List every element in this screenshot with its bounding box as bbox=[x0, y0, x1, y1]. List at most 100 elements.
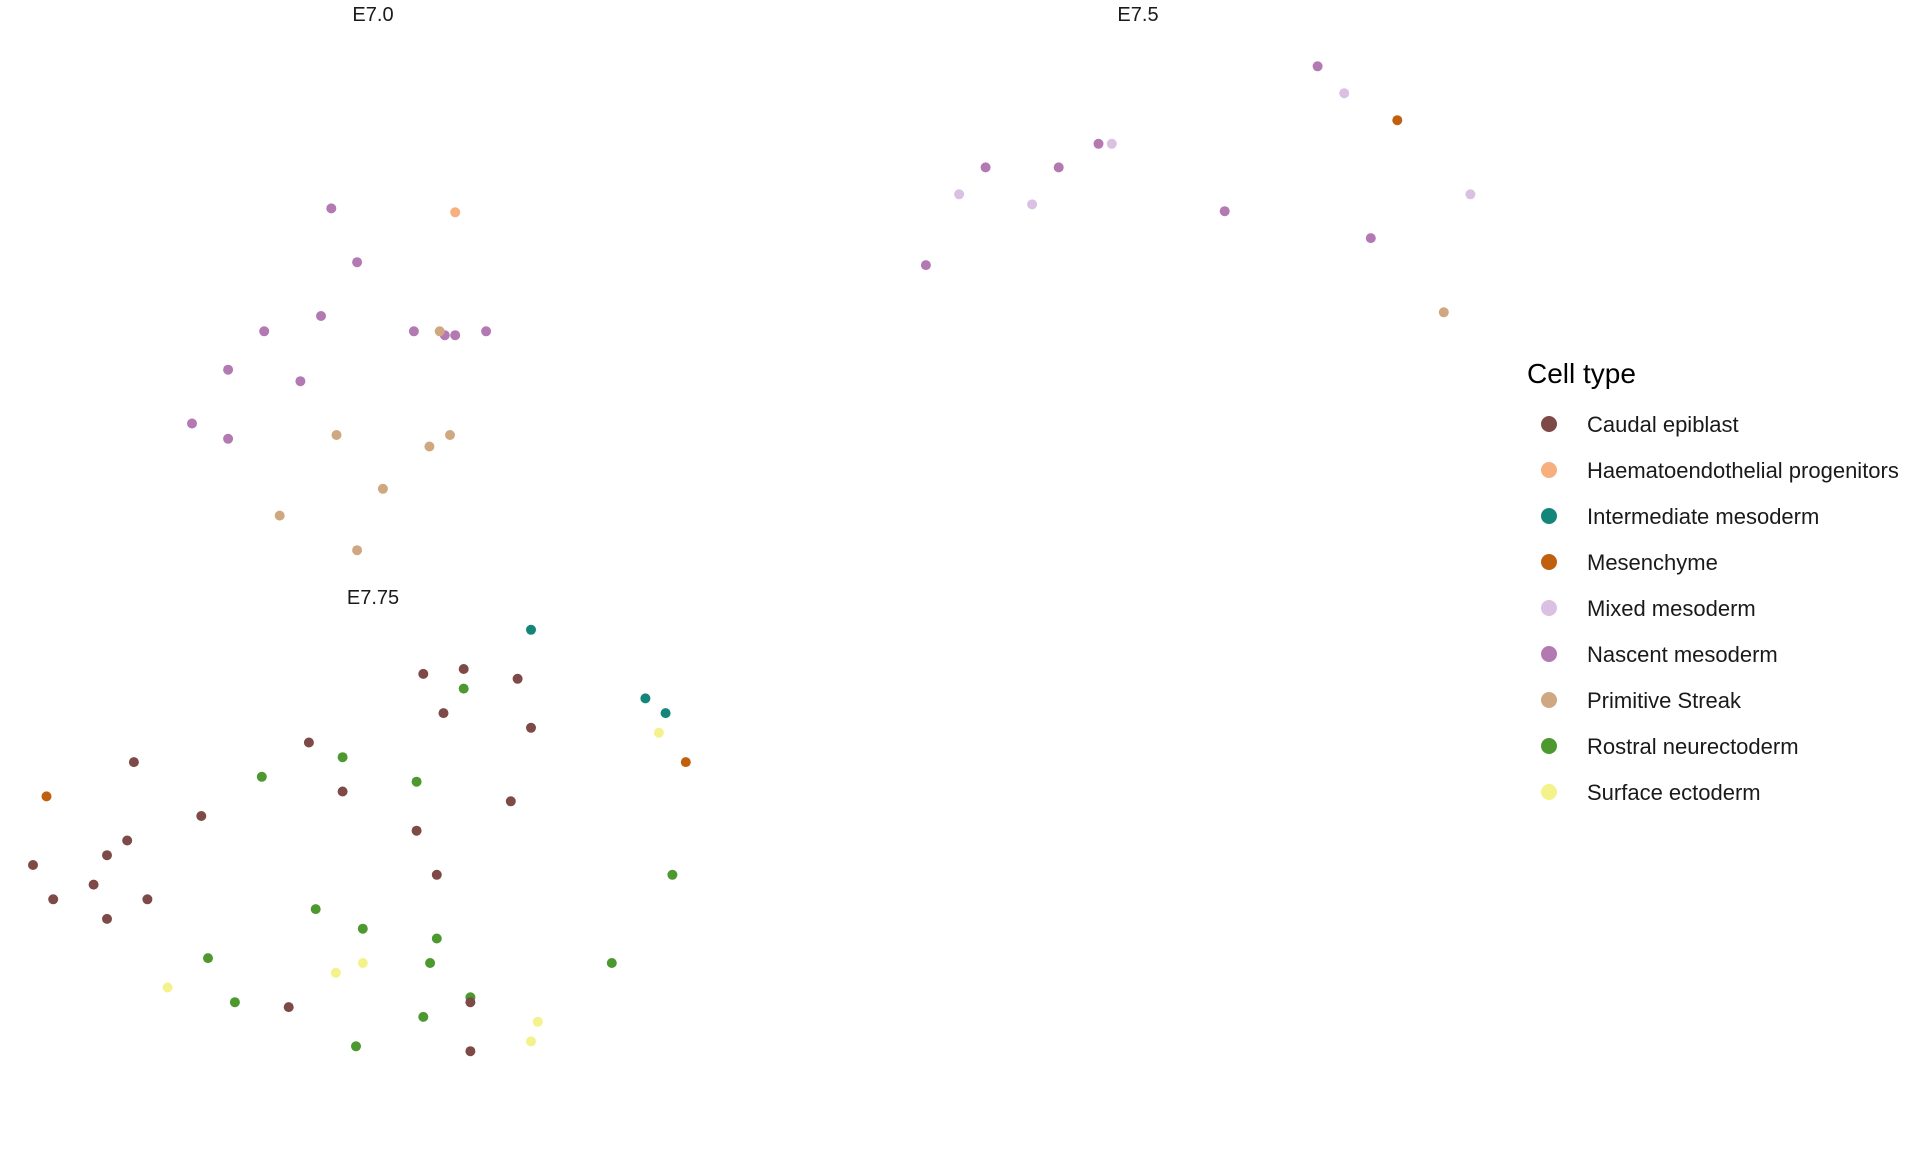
data-point bbox=[920, 260, 931, 271]
data-point bbox=[223, 364, 234, 375]
data-point bbox=[411, 825, 422, 836]
legend-label: Haematoendothelial progenitors bbox=[1587, 458, 1899, 483]
legend-item: Nascent mesoderm bbox=[1541, 642, 1778, 667]
legend-item: Intermediate mesoderm bbox=[1541, 504, 1819, 529]
data-point bbox=[196, 811, 207, 821]
legend-item: Surface ectoderm bbox=[1541, 780, 1761, 805]
data-point bbox=[1312, 61, 1323, 72]
data-point bbox=[640, 693, 651, 704]
panel-E7-0: E7.0 bbox=[187, 4, 492, 556]
data-point bbox=[330, 967, 341, 978]
data-point bbox=[259, 326, 270, 337]
panel-E7-5: E7.5 bbox=[920, 4, 1476, 318]
data-point bbox=[1053, 162, 1064, 173]
data-point bbox=[411, 776, 422, 787]
data-point bbox=[954, 189, 965, 200]
legend-label: Rostral neurectoderm bbox=[1587, 734, 1799, 759]
data-point bbox=[680, 757, 691, 768]
data-point bbox=[352, 545, 363, 556]
data-point bbox=[458, 683, 469, 694]
data-point bbox=[256, 771, 267, 782]
data-point bbox=[316, 311, 326, 321]
legend-key bbox=[1541, 646, 1557, 662]
data-point bbox=[465, 997, 476, 1008]
data-point bbox=[1465, 189, 1476, 200]
legend-key bbox=[1541, 508, 1557, 524]
legend-item: Mixed mesoderm bbox=[1541, 596, 1756, 621]
data-point bbox=[505, 796, 516, 807]
data-point bbox=[352, 257, 363, 268]
data-point bbox=[660, 708, 671, 719]
legend-key bbox=[1541, 784, 1557, 800]
data-point bbox=[326, 203, 337, 214]
data-point bbox=[1106, 138, 1117, 149]
legend-label: Mesenchyme bbox=[1587, 550, 1718, 575]
legend-label: Primitive Streak bbox=[1587, 688, 1742, 713]
data-point bbox=[203, 953, 213, 964]
data-point bbox=[450, 330, 461, 341]
data-point bbox=[162, 982, 173, 993]
data-point bbox=[438, 708, 449, 719]
data-point bbox=[653, 727, 664, 738]
data-point bbox=[41, 791, 52, 802]
data-point bbox=[351, 1041, 361, 1052]
legend-label: Surface ectoderm bbox=[1587, 780, 1761, 805]
data-point bbox=[48, 894, 59, 905]
data-point bbox=[88, 879, 99, 890]
data-point bbox=[458, 664, 469, 674]
data-point bbox=[532, 1016, 543, 1027]
legend-key bbox=[1541, 554, 1557, 570]
legend-title: Cell type bbox=[1527, 358, 1636, 389]
data-point bbox=[142, 894, 153, 905]
data-point bbox=[122, 835, 133, 846]
data-point bbox=[1438, 307, 1449, 318]
data-point bbox=[526, 624, 536, 635]
data-point bbox=[424, 441, 435, 452]
data-point bbox=[606, 958, 617, 968]
legend-key bbox=[1541, 738, 1557, 754]
legend-key bbox=[1541, 416, 1557, 432]
legend-item: Mesenchyme bbox=[1541, 550, 1718, 575]
data-point bbox=[418, 668, 429, 679]
data-point bbox=[425, 958, 436, 968]
data-point bbox=[377, 483, 388, 494]
legend-label: Intermediate mesoderm bbox=[1587, 504, 1819, 529]
data-point bbox=[102, 850, 112, 861]
data-point bbox=[526, 1036, 536, 1047]
panel-title: E7.0 bbox=[352, 4, 393, 26]
legend-label: Caudal epiblast bbox=[1587, 412, 1739, 437]
panel-title: E7.75 bbox=[347, 587, 399, 609]
data-point bbox=[337, 752, 348, 763]
data-point bbox=[418, 1011, 429, 1022]
data-point bbox=[28, 860, 38, 870]
data-point bbox=[128, 757, 139, 768]
legend-label: Mixed mesoderm bbox=[1587, 596, 1756, 621]
data-point bbox=[283, 1002, 294, 1013]
panels: E7.0 E7.5 E7.75 bbox=[28, 4, 1476, 1057]
legend-item: Rostral neurectoderm bbox=[1541, 734, 1799, 759]
data-point bbox=[1392, 115, 1403, 126]
data-point bbox=[512, 673, 523, 684]
data-point bbox=[667, 869, 678, 880]
data-point bbox=[357, 923, 368, 934]
legend-item: Caudal epiblast bbox=[1541, 412, 1739, 437]
data-point bbox=[431, 933, 442, 944]
data-point bbox=[187, 418, 197, 429]
data-point bbox=[331, 430, 342, 440]
data-point bbox=[357, 958, 368, 968]
data-point bbox=[434, 326, 445, 337]
data-point bbox=[295, 376, 306, 387]
data-point bbox=[431, 869, 442, 880]
data-point bbox=[1339, 88, 1350, 99]
data-point bbox=[229, 997, 240, 1008]
legend-item: Haematoendothelial progenitors bbox=[1541, 458, 1899, 483]
data-point bbox=[465, 1046, 476, 1057]
data-point bbox=[445, 430, 455, 440]
data-point bbox=[481, 326, 492, 337]
data-point bbox=[526, 722, 536, 733]
legend: Cell type Caudal epiblast Haematoendothel… bbox=[1527, 358, 1899, 805]
legend-key bbox=[1541, 600, 1557, 616]
data-point bbox=[408, 326, 419, 337]
legend-key bbox=[1541, 462, 1557, 478]
